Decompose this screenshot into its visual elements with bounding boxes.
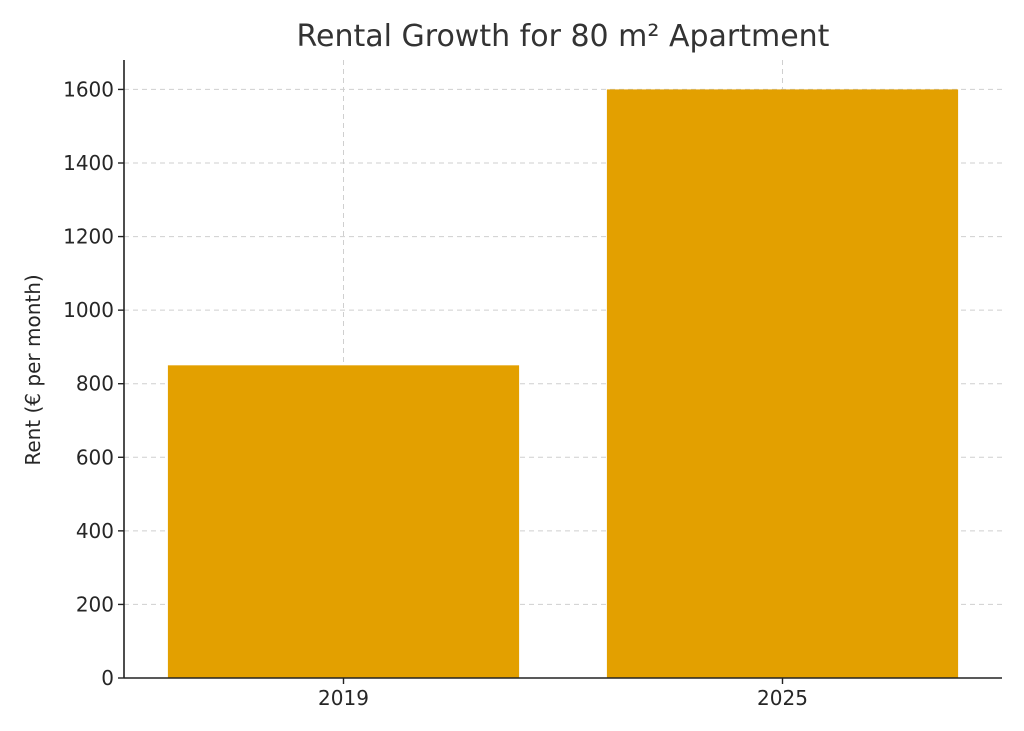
y-tick-label: 600 <box>76 445 114 469</box>
y-tick-label: 1200 <box>63 225 114 249</box>
y-tick-label: 800 <box>76 372 114 396</box>
y-tick-label: 0 <box>101 666 114 690</box>
bars <box>167 89 959 678</box>
y-axis-label: Rent (€ per month) <box>21 274 45 465</box>
bar-2019 <box>167 365 520 678</box>
y-tick-label: 1400 <box>63 151 114 175</box>
y-tick-label: 200 <box>76 592 114 616</box>
y-tick-label: 400 <box>76 519 114 543</box>
chart-title: Rental Growth for 80 m² Apartment <box>297 19 830 54</box>
bar-2025 <box>606 89 959 678</box>
x-tick-label: 2025 <box>757 686 808 710</box>
x-tick-label: 2019 <box>318 686 369 710</box>
ticks: 0 200 400 600 800 1000 1200 1400 1600 2019 2025 <box>63 77 808 710</box>
y-tick-label: 1600 <box>63 77 114 101</box>
y-tick-label: 1000 <box>63 298 114 322</box>
